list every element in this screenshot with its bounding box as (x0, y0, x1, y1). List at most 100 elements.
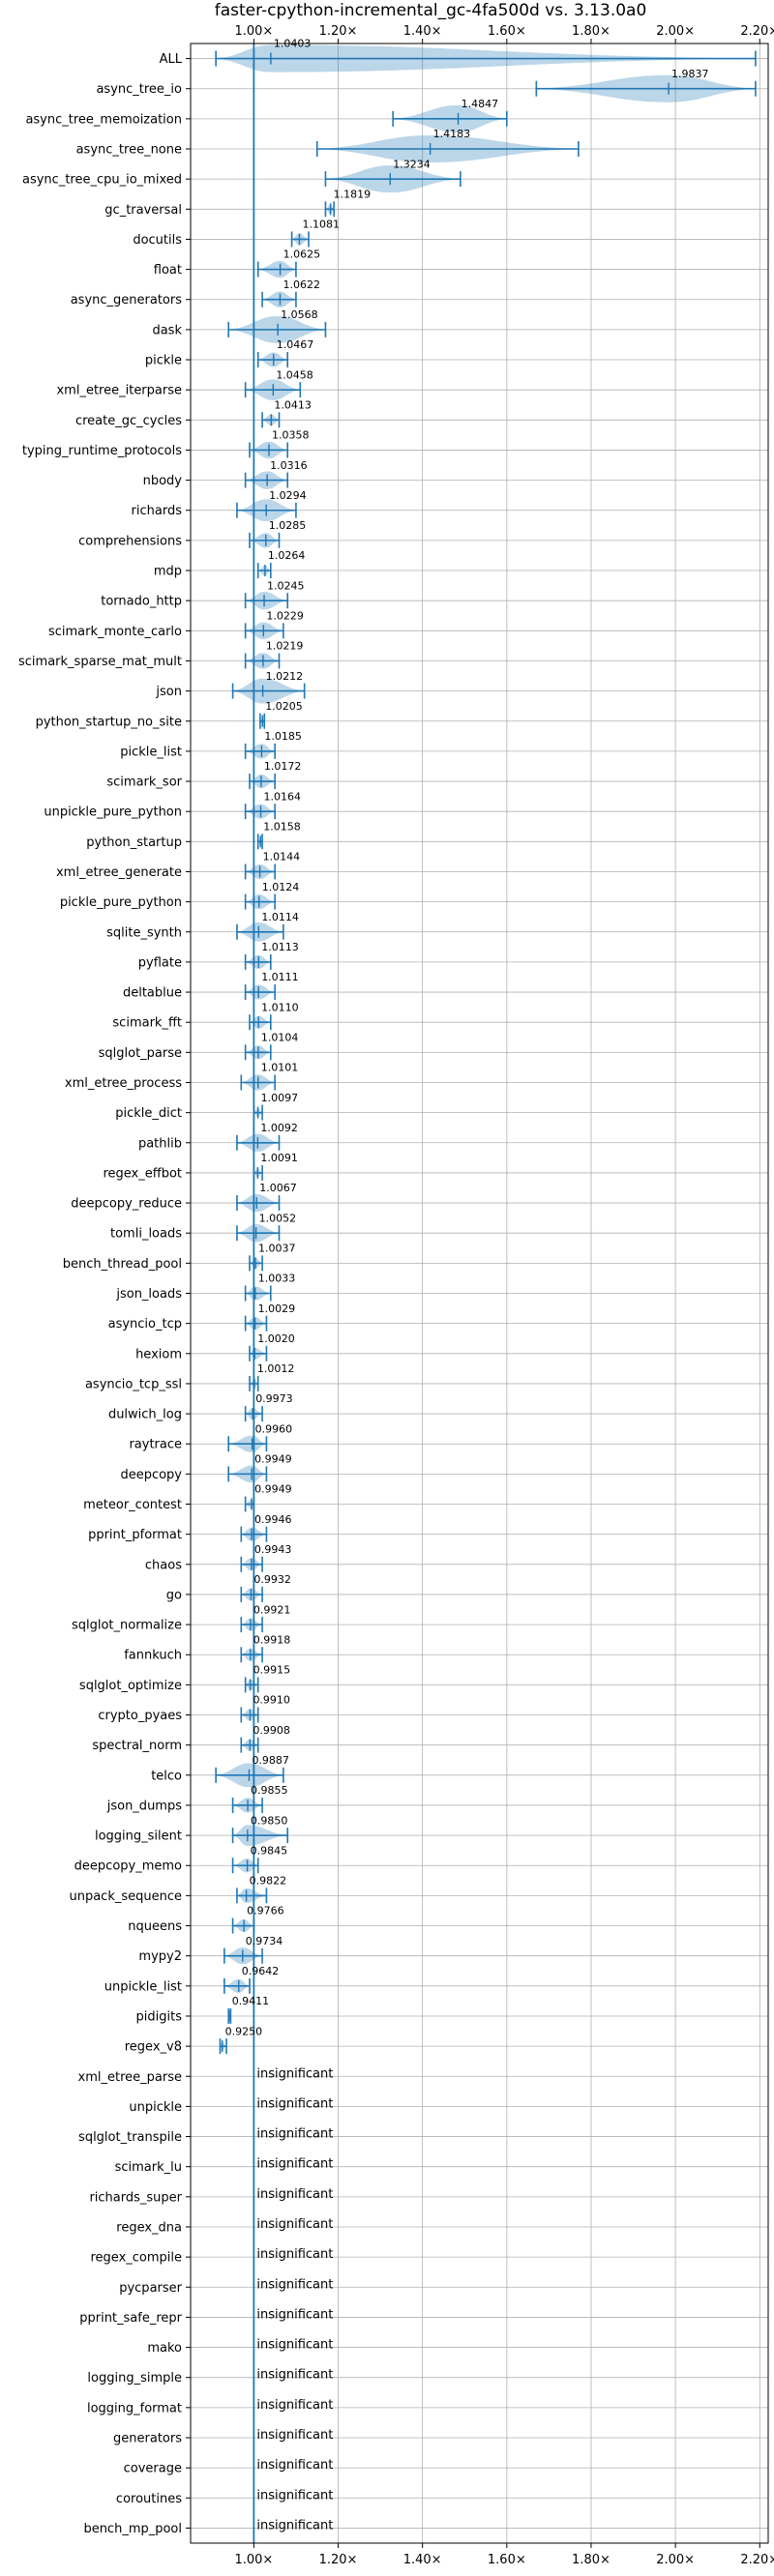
category-label: crypto_pyaes (98, 1709, 182, 1723)
category-label: dulwich_log (108, 1408, 182, 1422)
median-value-label: 0.9973 (255, 1392, 293, 1405)
tick-label-bottom: 1.20× (319, 2553, 358, 2567)
category-label: asyncio_tcp (108, 1317, 182, 1332)
category-label: json_loads (115, 1287, 182, 1302)
category-label: logging_simple (87, 2371, 182, 2386)
median-value-label: 0.9822 (250, 1875, 287, 1888)
category-label: xml_etree_parse (78, 2070, 182, 2085)
category-label: dask (152, 323, 182, 337)
insignificant-label: insignificant (256, 2398, 333, 2413)
category-label: gc_traversal (104, 203, 182, 218)
category-label: regex_v8 (125, 2040, 182, 2055)
median-value-label: 1.0111 (261, 971, 299, 983)
category-label: bench_thread_pool (63, 1257, 182, 1272)
category-label: xml_etree_generate (56, 865, 182, 880)
insignificant-label: insignificant (256, 2066, 333, 2081)
category-label: typing_runtime_protocols (22, 444, 182, 458)
median-value-label: 1.0467 (277, 338, 314, 351)
category-label: richards_super (89, 2190, 182, 2205)
violins (215, 44, 757, 2543)
category-label: scimark_sor (106, 776, 182, 790)
category-label: hexiom (135, 1347, 182, 1361)
category-label: deepcopy (120, 1468, 182, 1482)
category-label: coverage (124, 2462, 182, 2476)
median-value-label: 0.9250 (225, 2025, 263, 2037)
median-value-label: 1.0625 (283, 249, 321, 261)
insignificant-label: insignificant (256, 2157, 333, 2172)
median-value-label: 0.9766 (247, 1905, 284, 1917)
median-value-label: 1.0012 (257, 1362, 295, 1375)
median-value-label: 1.9837 (671, 68, 709, 80)
median-value-label: 1.0158 (263, 820, 301, 833)
category-label: pidigits (136, 2009, 183, 2024)
median-value-label: 1.4847 (461, 98, 498, 110)
median-value-label: 1.0067 (259, 1182, 297, 1194)
category-label: unpickle_list (104, 1979, 182, 1994)
category-label: mdp (154, 565, 182, 579)
plot-frame (190, 43, 769, 2544)
insignificant-label: insignificant (256, 2247, 333, 2262)
median-value-label: 1.0245 (267, 579, 305, 592)
category-label: tomli_loads (110, 1227, 182, 1242)
category-label: chaos (145, 1558, 182, 1572)
median-value-label: 1.0264 (268, 549, 306, 562)
category-label: pprint_pformat (88, 1528, 182, 1542)
median-value-label: 0.9887 (252, 1754, 289, 1767)
insignificant-label: insignificant (256, 2458, 333, 2473)
median-value-label: 1.0316 (270, 459, 308, 472)
category-label: json_dumps (106, 1799, 182, 1813)
tick-label-top: 1.80× (572, 24, 610, 39)
insignificant-label: insignificant (256, 2338, 333, 2353)
category-label: regex_effbot (103, 1166, 182, 1181)
category-label: docutils (133, 233, 182, 248)
tick-label-bottom: 1.40× (403, 2553, 442, 2567)
median-value-label: 1.0037 (258, 1243, 296, 1255)
median-value-label: 1.1819 (334, 188, 372, 200)
category-label: pathlib (138, 1136, 182, 1151)
category-label: pickle_list (120, 745, 182, 759)
category-label: scimark_sparse_mat_mult (18, 655, 182, 669)
median-value-label: 1.0622 (283, 278, 320, 291)
insignificant-label: insignificant (256, 2307, 333, 2322)
tick-label-top: 2.20× (740, 24, 774, 39)
median-value-label: 1.0113 (261, 941, 299, 953)
category-label: coroutines (116, 2492, 182, 2506)
category-label: meteor_contest (83, 1498, 182, 1512)
median-value-label: 0.9411 (232, 1995, 269, 2007)
median-value-label: 1.0219 (266, 640, 304, 653)
median-value-label: 0.9949 (254, 1483, 292, 1496)
category-label: deepcopy_reduce (71, 1197, 182, 1212)
category-label: ALL (160, 52, 183, 67)
category-label: raytrace (129, 1438, 182, 1452)
insignificant-label: insignificant (256, 2428, 333, 2443)
median-value-label: 0.9943 (254, 1543, 292, 1556)
median-value-label: 0.9921 (253, 1603, 291, 1616)
category-label: pickle_pure_python (60, 895, 182, 910)
category-label: scimark_fft (112, 1016, 182, 1031)
category-label: scimark_monte_carlo (48, 625, 182, 639)
tick-label-bottom: 2.00× (656, 2553, 695, 2567)
category-label: python_startup (86, 835, 182, 850)
tick-label-top: 1.00× (234, 24, 273, 39)
tick-label-bottom: 1.80× (572, 2553, 610, 2567)
median-value-label: 1.0104 (261, 1032, 299, 1044)
category-label: float (154, 263, 182, 278)
category-label: mypy2 (138, 1949, 182, 1964)
tick-label-top: 2.00× (656, 24, 695, 39)
insignificant-label: insignificant (256, 2277, 333, 2292)
median-value-label: 1.0144 (263, 851, 301, 864)
category-label: fannkuch (124, 1649, 182, 1663)
chart-title: faster-cpython-incremental_gc-4fa500d vs… (215, 1, 647, 20)
category-label: sqlglot_normalize (72, 1619, 182, 1633)
median-value-label: 1.0413 (274, 398, 312, 411)
tick-label-bottom: 2.20× (740, 2553, 774, 2567)
median-value-label: 1.0185 (264, 730, 302, 743)
median-value-label: 1.0212 (266, 670, 304, 683)
category-label: regex_dna (116, 2220, 182, 2235)
category-label: python_startup_no_site (36, 715, 182, 729)
category-label: tornado_http (101, 595, 182, 609)
category-label: sqlglot_transpile (78, 2130, 182, 2145)
category-label: logging_format (87, 2401, 182, 2415)
category-label: pickle (145, 354, 182, 368)
